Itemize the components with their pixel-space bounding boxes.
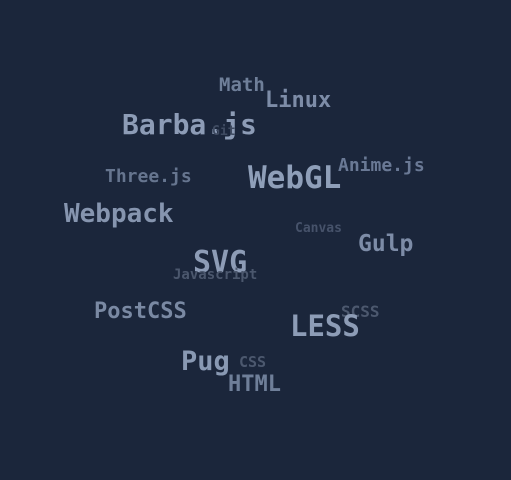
tag-css[interactable]: CSS [239,353,267,371]
tag-scss[interactable]: SCSS [341,302,380,321]
tag-webpack[interactable]: Webpack [64,199,174,229]
tag-webgl[interactable]: WebGL [248,160,342,196]
tag-linux[interactable]: Linux [265,88,332,113]
tag-less[interactable]: LESS [290,309,360,343]
tag-canvas[interactable]: Canvas [295,221,342,236]
tag-svg[interactable]: SVG [193,245,248,280]
tag-gulp[interactable]: Gulp [358,231,414,257]
tag-postcss[interactable]: PostCSS [94,299,187,324]
tag-git[interactable]: Git [212,124,236,139]
tag-javascript[interactable]: Javascript [173,267,258,283]
tag-math[interactable]: Math [219,74,265,96]
tag-anime-js[interactable]: Anime.js [338,155,425,176]
tag-three-js[interactable]: Three.js [105,166,192,187]
tag-html[interactable]: HTML [228,372,281,397]
tag-pug[interactable]: Pug [181,346,230,377]
tag-barba-js[interactable]: Barba.js [122,108,257,141]
